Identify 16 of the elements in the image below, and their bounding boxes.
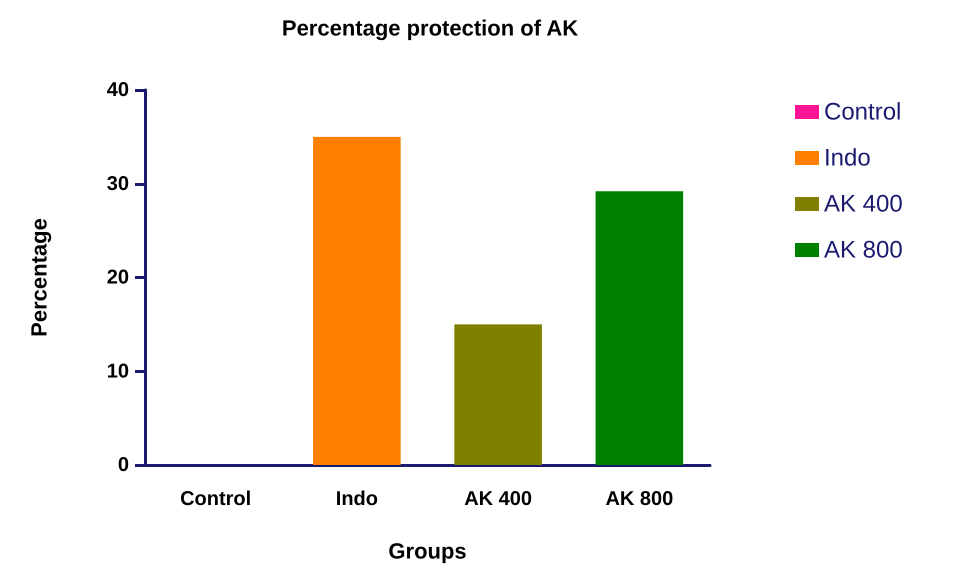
legend-label: Control (824, 98, 902, 126)
chart-title: Percentage protection of AK (282, 16, 578, 40)
legend-label: Indo (824, 144, 871, 172)
y-axis-title: Percentage (26, 218, 52, 337)
x-axis-title: Groups (388, 538, 467, 564)
legend-label: AK 800 (824, 236, 903, 264)
y-tick-label: 20 (106, 266, 129, 288)
x-tick-label: Control (180, 488, 252, 510)
y-tick-label: 0 (118, 454, 129, 476)
x-tick-label: AK 800 (605, 488, 674, 510)
y-tick-label: 40 (106, 79, 129, 101)
y-tick-label: 30 (106, 172, 129, 195)
y-tick-label: 10 (106, 360, 129, 382)
x-tick-label: Indo (336, 488, 378, 510)
legend-label: AK 400 (824, 190, 903, 218)
x-tick-label: AK 400 (464, 488, 532, 510)
